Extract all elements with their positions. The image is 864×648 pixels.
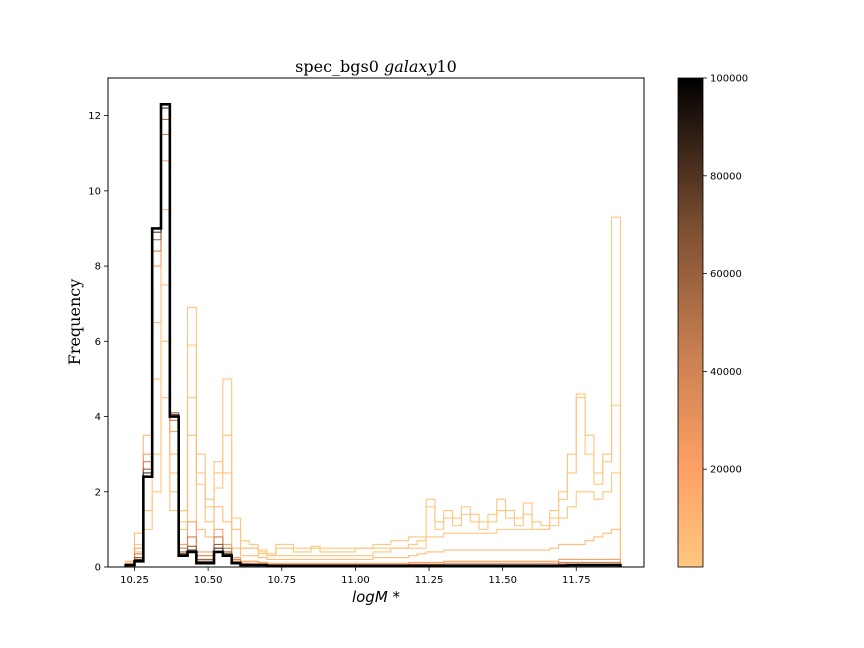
colorbar-frame	[677, 77, 704, 568]
histogram-step-100000	[124, 103, 622, 567]
histogram-step-60000	[125, 118, 621, 567]
y-axis-ticks: 0 2 4 6 8 10 12	[88, 111, 108, 574]
y-tick-label: 12	[88, 111, 101, 122]
x-tick-label: 10.50	[194, 575, 223, 586]
y-tick-label: 4	[95, 412, 101, 423]
colorbar-ticks: 20000 40000 60000 80000 100000	[703, 74, 748, 476]
x-axis-label: logM *	[352, 588, 401, 606]
x-tick-label: 11.00	[341, 575, 370, 586]
x-tick-label: 10.75	[267, 575, 296, 586]
y-tick-label: 6	[95, 337, 101, 348]
x-axis-ticks: 10.25 10.50 10.75 11.00 11.25 11.50 11.75	[120, 567, 591, 586]
histogram-step-5000	[125, 209, 621, 567]
colorbar-tick-label: 20000	[710, 465, 742, 476]
chart-title: spec_bgs0 galaxy10	[295, 57, 457, 76]
y-tick-label: 8	[95, 262, 101, 273]
colorbar-tick-label: 60000	[710, 269, 742, 280]
colorbar-tick-label: 40000	[710, 367, 742, 378]
colorbar-tick-label: 100000	[710, 74, 748, 85]
x-tick-label: 10.25	[120, 575, 149, 586]
y-tick-label: 0	[95, 563, 101, 574]
y-tick-label: 10	[88, 186, 101, 197]
colorbar	[678, 78, 703, 567]
y-tick-label: 2	[95, 487, 101, 498]
histogram-step-500	[125, 306, 621, 567]
histogram-step-80000	[125, 107, 621, 567]
histogram-series-group	[124, 103, 622, 567]
x-tick-label: 11.25	[415, 575, 444, 586]
plot-frame	[107, 77, 645, 568]
x-tick-label: 11.75	[562, 575, 591, 586]
y-axis-label: Frequency	[65, 279, 84, 366]
histogram-step-100	[125, 397, 621, 567]
histogram-step-1000	[125, 216, 621, 567]
x-tick-label: 11.50	[488, 575, 517, 586]
histogram-step-20000	[125, 160, 621, 567]
colorbar-tick-label: 80000	[710, 171, 742, 182]
histogram-step-40000	[125, 133, 621, 567]
